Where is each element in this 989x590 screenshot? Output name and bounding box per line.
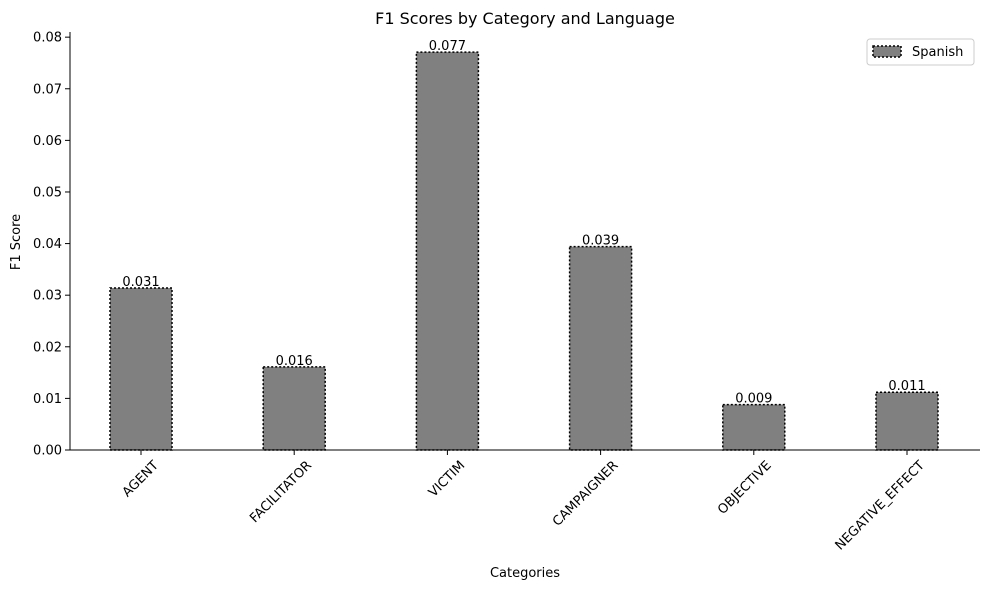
x-axis-label: Categories	[490, 566, 560, 581]
bar-value-label: 0.039	[582, 234, 619, 249]
bar-value-label: 0.016	[276, 354, 313, 369]
legend-swatch	[872, 45, 902, 58]
bar-campaigner	[568, 245, 633, 451]
y-tick-label: 0.00	[33, 444, 62, 459]
bar-agent	[109, 287, 173, 451]
y-tick-label: 0.06	[33, 134, 62, 149]
bar-value-label: 0.009	[735, 392, 772, 407]
bar-facilitator	[262, 366, 326, 451]
x-tick-label: FACILITATOR	[247, 458, 315, 526]
x-axis-ticks: AGENT FACILITATOR VICTIM CAMPAIGNER OBJECTIV…	[120, 450, 928, 553]
x-tick-label: AGENT	[120, 458, 162, 500]
bar-negative-effect	[875, 391, 939, 451]
bar-victim	[415, 51, 480, 451]
x-tick-label: OBJECTIVE	[715, 458, 775, 518]
legend-label: Spanish	[912, 45, 963, 60]
bar-value-label: 0.077	[429, 39, 466, 54]
y-tick-label: 0.02	[33, 340, 62, 355]
chart-title: F1 Scores by Category and Language	[375, 9, 675, 28]
y-tick-label: 0.03	[33, 289, 62, 304]
bars-group: 0.031 0.016 0.077 0.039 0.009 0.011	[109, 39, 939, 451]
y-tick-label: 0.08	[33, 31, 62, 46]
y-tick-label: 0.05	[33, 185, 62, 200]
legend: Spanish	[866, 38, 975, 66]
y-axis-ticks: 0.00 0.01 0.02 0.03 0.04 0.05 0.06 0.07 0.08	[33, 31, 70, 459]
x-tick-label: NEGATIVE_EFFECT	[833, 458, 928, 553]
bar-value-label: 0.031	[122, 275, 159, 290]
bar-value-label: 0.011	[888, 379, 925, 394]
y-axis-label: F1 Score	[9, 214, 24, 270]
bar-objective	[722, 403, 786, 451]
y-tick-label: 0.07	[33, 82, 62, 97]
x-tick-label: CAMPAIGNER	[550, 458, 621, 529]
y-tick-label: 0.04	[33, 237, 62, 252]
y-tick-label: 0.01	[33, 392, 62, 407]
x-tick-label: VICTIM	[426, 458, 468, 500]
